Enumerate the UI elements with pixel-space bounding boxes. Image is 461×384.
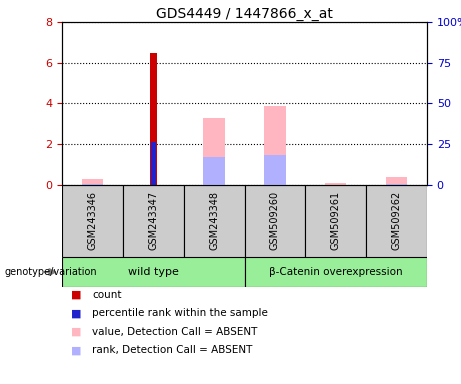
Text: count: count — [92, 290, 121, 300]
Text: GSM243347: GSM243347 — [148, 191, 158, 250]
Bar — [82, 179, 103, 185]
Text: genotype/variation: genotype/variation — [5, 267, 97, 277]
Bar — [82, 184, 103, 185]
Bar — [305, 185, 366, 257]
Text: ■: ■ — [71, 290, 82, 300]
Text: percentile rank within the sample: percentile rank within the sample — [92, 308, 268, 318]
Bar — [325, 183, 346, 185]
Text: GSM509260: GSM509260 — [270, 191, 280, 250]
Text: value, Detection Call = ABSENT: value, Detection Call = ABSENT — [92, 327, 257, 337]
Text: rank, Detection Call = ABSENT: rank, Detection Call = ABSENT — [92, 345, 252, 355]
Text: ■: ■ — [71, 345, 82, 355]
Bar — [123, 185, 183, 257]
Text: ■: ■ — [71, 327, 82, 337]
Text: GSM509261: GSM509261 — [331, 191, 341, 250]
Text: ■: ■ — [71, 308, 82, 318]
Bar — [62, 185, 123, 257]
Text: GSM509262: GSM509262 — [391, 191, 402, 250]
Bar — [150, 53, 157, 185]
Bar — [203, 118, 225, 185]
Bar — [386, 184, 407, 185]
Bar — [366, 185, 427, 257]
Bar — [386, 177, 407, 185]
Bar — [244, 185, 305, 257]
Text: wild type: wild type — [128, 267, 179, 277]
Bar — [264, 106, 285, 185]
Bar — [244, 257, 427, 287]
Text: GSM243348: GSM243348 — [209, 191, 219, 250]
Text: β-Catenin overexpression: β-Catenin overexpression — [269, 267, 402, 277]
Bar — [151, 142, 156, 185]
Text: GSM243346: GSM243346 — [88, 191, 97, 250]
Bar — [183, 185, 244, 257]
Bar — [62, 257, 244, 287]
Bar — [203, 157, 225, 185]
Bar — [264, 156, 285, 185]
Title: GDS4449 / 1447866_x_at: GDS4449 / 1447866_x_at — [156, 7, 333, 21]
